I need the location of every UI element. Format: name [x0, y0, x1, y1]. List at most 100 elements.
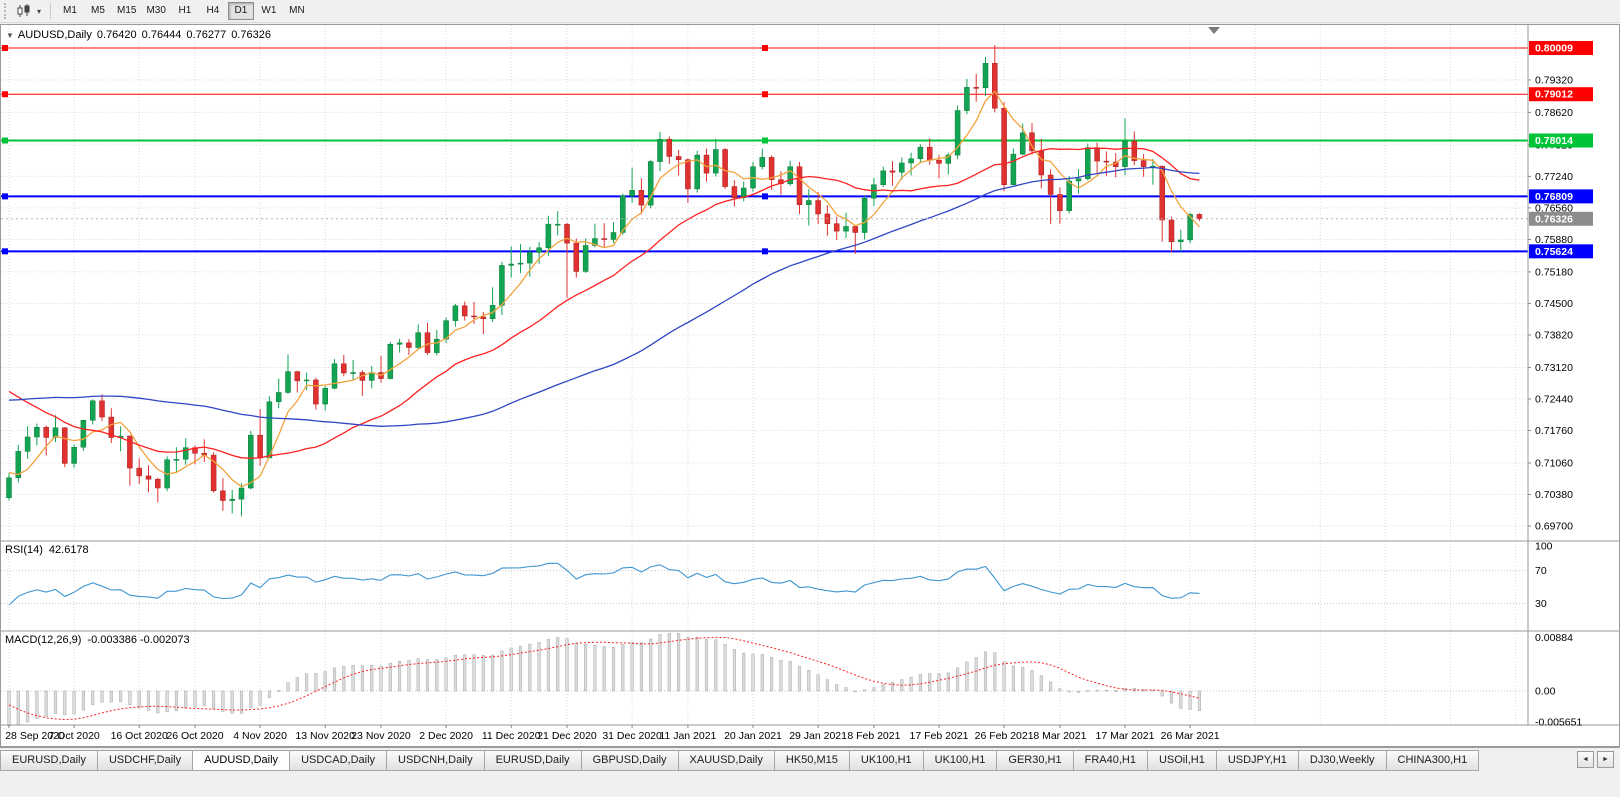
svg-text:0.76326: 0.76326 — [1535, 213, 1573, 225]
svg-text:0.73120: 0.73120 — [1535, 362, 1573, 374]
one-click-expander-icon[interactable]: ▼ — [6, 30, 14, 40]
svg-text:0.00: 0.00 — [1535, 686, 1556, 698]
chart-tab-usdcnh-daily[interactable]: USDCNH,Daily — [387, 750, 485, 771]
ohlc-low-value: 0.76277 — [186, 29, 227, 41]
level-line-0.76809[interactable] — [1, 193, 1528, 200]
level-line-0.78014[interactable] — [1, 137, 1528, 144]
svg-text:0.69700: 0.69700 — [1535, 521, 1573, 533]
chart-window: 0.793200.786200.779200.772400.765600.758… — [0, 24, 1620, 747]
svg-text:23 Nov 2020: 23 Nov 2020 — [351, 730, 411, 742]
price-badge-0.75624: 0.75624 — [1529, 244, 1593, 259]
svg-text:0.76809: 0.76809 — [1535, 191, 1573, 203]
svg-text:0.80009: 0.80009 — [1535, 43, 1573, 55]
chart-tab-usdchf-daily[interactable]: USDCHF,Daily — [97, 750, 194, 771]
chart-type-dropdown-icon[interactable]: ▾ — [36, 6, 41, 16]
timeframe-button-d1[interactable]: D1 — [227, 2, 254, 20]
svg-text:21 Dec 2020: 21 Dec 2020 — [537, 730, 597, 742]
svg-text:0.71060: 0.71060 — [1535, 457, 1573, 469]
svg-text:100: 100 — [1535, 541, 1553, 553]
timeframe-button-m5[interactable]: M5 — [91, 5, 105, 16]
chart-tabs: EURUSD,Daily USDCHF,Daily AUDUSD,Daily USDC… — [0, 748, 1571, 771]
chart-tab-china300-h1[interactable]: CHINA300,H1 — [1386, 750, 1480, 771]
svg-text:4 Nov 2020: 4 Nov 2020 — [233, 730, 287, 742]
svg-text:70: 70 — [1535, 565, 1547, 577]
chart-tab-usdjpy-h1[interactable]: USDJPY,H1 — [1216, 750, 1299, 771]
ma-55-line — [8, 166, 1200, 427]
chart-tab-eurusd-daily[interactable]: EURUSD,Daily — [484, 750, 582, 771]
svg-text:0.75180: 0.75180 — [1535, 266, 1573, 278]
svg-text:31 Dec 2020: 31 Dec 2020 — [602, 730, 662, 742]
timeframe-button-mn[interactable]: MN — [289, 5, 305, 16]
chart-tab-fra40-h1[interactable]: FRA40,H1 — [1073, 750, 1148, 771]
level-line-0.75624[interactable] — [1, 248, 1528, 255]
chart-tab-gbpusd-daily[interactable]: GBPUSD,Daily — [581, 750, 679, 771]
chart-tab-hk50-m15[interactable]: HK50,M15 — [774, 750, 850, 771]
svg-text:0.70380: 0.70380 — [1535, 489, 1573, 501]
chart-tab-dj30-weekly[interactable]: DJ30,Weekly — [1298, 750, 1387, 771]
chart-tab-ger30-h1[interactable]: GER30,H1 — [997, 750, 1074, 771]
chart-tab-eurusd-daily[interactable]: EURUSD,Daily — [0, 750, 98, 771]
tabs-scroll-left-button[interactable]: ◄ — [1577, 751, 1594, 768]
svg-text:28 Sep 2020: 28 Sep 2020 — [5, 730, 65, 742]
ohlc-open-value: 0.76420 — [96, 29, 137, 41]
chart-tab-usoil-h1[interactable]: USOil,H1 — [1147, 750, 1217, 771]
timeframe-button-m1[interactable]: M1 — [63, 5, 77, 16]
chart-title: ▼ AUDUSD,Daily 0.76420 0.76444 0.76277 0… — [6, 29, 271, 41]
toolbar-separator — [50, 3, 51, 19]
level-line-0.80009[interactable] — [1, 45, 1528, 51]
svg-text:0.77240: 0.77240 — [1535, 171, 1573, 183]
candlestick-chart-icon[interactable] — [13, 2, 33, 20]
svg-text:0.78014: 0.78014 — [1535, 135, 1573, 147]
toolbar-grip[interactable] — [4, 3, 8, 19]
svg-text:8 Mar 2021: 8 Mar 2021 — [1033, 730, 1086, 742]
chart-tab-audusd-daily[interactable]: AUDUSD,Daily — [193, 750, 291, 771]
svg-text:16 Oct 2020: 16 Oct 2020 — [111, 730, 168, 742]
svg-text:26 Feb 2021: 26 Feb 2021 — [975, 730, 1034, 742]
chart-tab-uk100-h1[interactable]: UK100,H1 — [849, 750, 924, 771]
svg-text:11 Jan 2021: 11 Jan 2021 — [659, 730, 716, 742]
svg-text:8 Feb 2021: 8 Feb 2021 — [847, 730, 900, 742]
svg-text:0.79320: 0.79320 — [1535, 74, 1573, 86]
timeframe-button-m30[interactable]: M30 — [146, 5, 166, 16]
timeframe-button-w1[interactable]: W1 — [261, 5, 277, 16]
svg-text:17 Feb 2021: 17 Feb 2021 — [910, 730, 969, 742]
svg-text:0.71760: 0.71760 — [1535, 425, 1573, 437]
timeframe-button-m15[interactable]: M15 — [117, 5, 137, 16]
svg-text:26 Mar 2021: 26 Mar 2021 — [1161, 730, 1220, 742]
macd-histogram — [7, 632, 1201, 726]
svg-text:11 Dec 2020: 11 Dec 2020 — [482, 730, 541, 742]
ma-5-line — [8, 90, 1200, 488]
svg-text:0.78620: 0.78620 — [1535, 107, 1573, 119]
svg-text:0.74500: 0.74500 — [1535, 298, 1573, 310]
ohlc-high-value: 0.76444 — [141, 29, 182, 41]
svg-text:0.75880: 0.75880 — [1535, 234, 1573, 246]
price-badge-0.78014: 0.78014 — [1529, 133, 1593, 148]
svg-text:0.73820: 0.73820 — [1535, 329, 1573, 341]
timeframe-button-h4[interactable]: H4 — [206, 5, 220, 16]
svg-text:26 Oct 2020: 26 Oct 2020 — [166, 730, 223, 742]
timeframe-buttons: M1 M5 M15 M30 H1 H4 D1 W1 MN — [56, 2, 311, 20]
rsi-line — [8, 562, 1200, 606]
timeframe-button-h1[interactable]: H1 — [178, 5, 192, 16]
svg-text:13 Nov 2020: 13 Nov 2020 — [295, 730, 355, 742]
chart-tab-usdcad-daily[interactable]: USDCAD,Daily — [290, 750, 388, 771]
svg-text:29 Jan 2021: 29 Jan 2021 — [789, 730, 847, 742]
chart-tab-uk100-h1[interactable]: UK100,H1 — [923, 750, 998, 771]
price-badge-0.80009: 0.80009 — [1529, 41, 1593, 55]
tabs-scroll-right-button[interactable]: ► — [1597, 751, 1614, 768]
svg-text:0.00884: 0.00884 — [1535, 632, 1573, 644]
svg-text:0.72440: 0.72440 — [1535, 393, 1573, 405]
timeframe-toolbar: ▾ M1 M5 M15 M30 H1 H4 D1 W1 MN — [0, 0, 1620, 23]
svg-text:-0.005651: -0.005651 — [1535, 717, 1582, 729]
price-chart[interactable]: 0.793200.786200.779200.772400.765600.758… — [1, 25, 1619, 746]
chart-shift-marker-icon[interactable] — [1208, 27, 1220, 34]
level-line-0.79012[interactable] — [1, 91, 1528, 98]
svg-text:0.76560: 0.76560 — [1535, 202, 1573, 214]
chart-tab-xauusd-daily[interactable]: XAUUSD,Daily — [678, 750, 775, 771]
price-badge-0.76809: 0.76809 — [1529, 189, 1593, 204]
svg-text:30: 30 — [1535, 598, 1547, 610]
ohlc-close-value: 0.76326 — [231, 29, 271, 41]
macd-signal-line — [8, 636, 1200, 721]
tab-scroll-controls: ◄ ► — [1571, 748, 1620, 771]
